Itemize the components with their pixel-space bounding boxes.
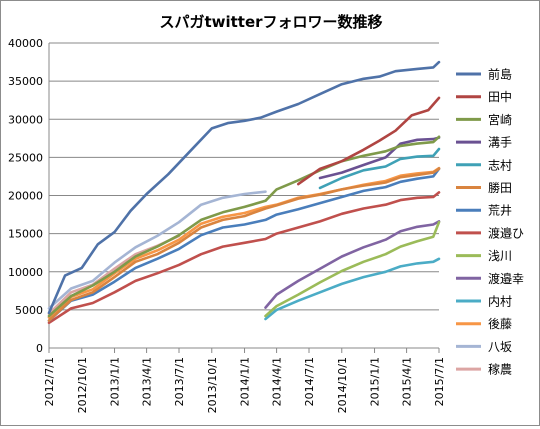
legend-label: 荒井 xyxy=(488,204,512,218)
y-axis-ticks: 0 5000 10000 15000 20000 25000 30000 35000 40000 xyxy=(8,37,43,355)
series-line xyxy=(47,167,441,322)
series-line xyxy=(47,167,441,322)
series-lines xyxy=(47,60,441,325)
series-line xyxy=(264,220,441,309)
series-line xyxy=(47,166,441,319)
x-tick-label: 2014/1/1 xyxy=(239,357,252,406)
y-tick-label: 30000 xyxy=(8,113,43,126)
legend-label: 田中 xyxy=(488,89,512,104)
x-tick-label: 2015/1/1 xyxy=(369,357,382,406)
legend-label: 勝田 xyxy=(488,180,512,195)
y-tick-label: 0 xyxy=(36,342,43,355)
x-tick-label: 2012/10/1 xyxy=(76,357,89,413)
legend-label: 溝手 xyxy=(488,136,512,150)
legend-label: 前島 xyxy=(488,67,512,82)
legend-label: 渡邉幸 xyxy=(488,271,524,286)
legend-label: 内村 xyxy=(488,295,512,309)
legend-label: 稼農 xyxy=(488,362,512,377)
series-line xyxy=(47,135,441,318)
y-tick-label: 20000 xyxy=(8,190,43,203)
legend-label: 渡邉ひ xyxy=(488,225,524,240)
x-tick-label: 2013/10/1 xyxy=(206,357,219,413)
series-line xyxy=(318,147,441,190)
series-line xyxy=(47,190,267,310)
chart-title: スパガtwitterフォロワー数推移 xyxy=(159,13,382,31)
y-tick-label: 35000 xyxy=(8,75,43,88)
legend-label: 八坂 xyxy=(488,340,512,354)
grid-lines xyxy=(48,42,439,349)
legend-label: 浅川 xyxy=(488,249,512,263)
x-tick-label: 2013/4/1 xyxy=(141,357,154,406)
x-tick-label: 2015/7/1 xyxy=(433,357,446,406)
series-line xyxy=(264,220,441,318)
series-line xyxy=(47,191,441,325)
legend-label: 志村 xyxy=(488,158,512,172)
x-tick-label: 2012/7/1 xyxy=(43,357,56,406)
y-tick-label: 5000 xyxy=(15,304,43,317)
series-line xyxy=(264,257,441,321)
series-line xyxy=(47,60,441,315)
y-tick-label: 25000 xyxy=(8,151,43,164)
y-tick-label: 10000 xyxy=(8,266,43,279)
x-tick-label: 2014/7/1 xyxy=(303,357,316,406)
x-axis-ticks: 2012/7/1 2012/10/1 2013/1/1 2013/4/1 2013/7/… xyxy=(43,348,446,413)
x-tick-label: 2014/10/1 xyxy=(336,357,349,413)
series-line xyxy=(296,96,441,186)
legend-label: 宮崎 xyxy=(488,112,512,127)
x-tick-label: 2014/4/1 xyxy=(271,357,284,406)
x-tick-label: 2015/4/1 xyxy=(401,357,414,406)
legend-label: 後藤 xyxy=(488,317,512,331)
y-tick-label: 40000 xyxy=(8,37,43,50)
series-line xyxy=(318,136,441,180)
y-tick-label: 15000 xyxy=(8,228,43,241)
x-tick-label: 2013/1/1 xyxy=(109,357,122,406)
x-tick-label: 2013/7/1 xyxy=(173,357,186,406)
